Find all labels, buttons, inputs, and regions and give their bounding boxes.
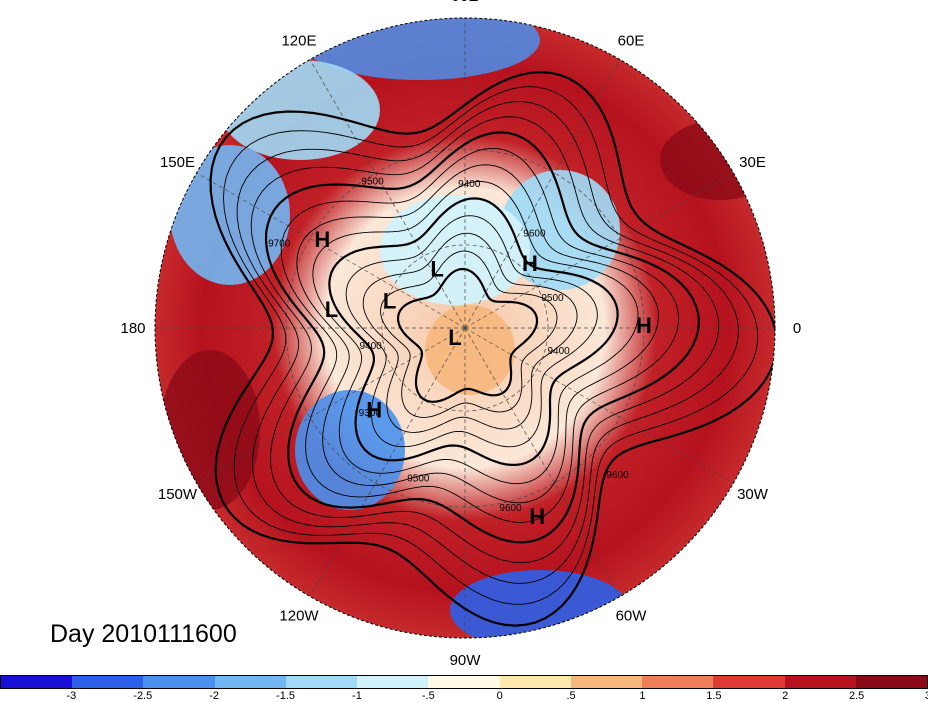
colorbar-box — [1, 676, 73, 688]
contour-value-label: 9400 — [359, 341, 382, 352]
colorbar-tick-label: -2 — [209, 690, 220, 702]
pressure-centers: H H H H H L L L L — [314, 227, 652, 529]
height-contours — [209, 71, 775, 627]
colorbar-tick-label: 1.5 — [706, 690, 722, 702]
contour-value-label: 9600 — [606, 470, 629, 481]
contour-value-label: 9500 — [407, 474, 430, 485]
contour-line — [328, 197, 619, 466]
colorbar-tick-label: -1.5 — [276, 690, 296, 702]
low-pressure-marker: L — [325, 297, 338, 322]
meridian-line — [309, 59, 466, 329]
longitude-label: 60E — [618, 32, 645, 49]
colorbar-box — [214, 676, 286, 688]
colorbar-box — [642, 676, 714, 688]
colorbar-box — [72, 676, 144, 688]
anomaly-patch-south — [450, 570, 630, 638]
high-pressure-marker: H — [522, 251, 538, 276]
high-pressure-marker: H — [314, 227, 330, 252]
colorbar-tick-label: -2.5 — [133, 690, 153, 702]
colorbar-tick-label: 2 — [782, 690, 789, 702]
longitude-label: 60W — [616, 608, 648, 625]
colorbar-box — [499, 676, 571, 688]
anomaly-patch-southwest — [295, 390, 405, 510]
contour-line — [396, 267, 539, 403]
contour-value-label: 9400 — [547, 346, 570, 357]
meridian-line — [464, 327, 734, 484]
colorbar-tick-label: -.5 — [421, 690, 435, 702]
anomaly-shading — [155, 18, 775, 638]
contour-line — [362, 232, 578, 433]
colorbar-tick-label: -1 — [352, 690, 362, 702]
longitude-labels: 90E 60E 30E 0 30W 60W 90W 120W 150W 180 150E 120E — [120, 0, 801, 669]
longitude-label: 30W — [737, 486, 769, 503]
meridian-line — [309, 327, 466, 597]
low-pressure-marker: L — [430, 256, 443, 281]
colorbar-box — [570, 676, 643, 688]
longitude-label: 30E — [739, 154, 766, 171]
high-pressure-marker: H — [529, 504, 545, 529]
day-label: Day 2010111600 — [50, 620, 237, 648]
parallel-line — [381, 244, 549, 412]
colorbar-tick-label: -3 — [66, 690, 77, 702]
anomaly-patch-northwest — [220, 60, 380, 160]
contour-value-label: 9500 — [361, 177, 384, 188]
contour-line — [345, 215, 598, 448]
high-pressure-marker: H — [636, 313, 652, 338]
contour-value-label: 9600 — [499, 503, 522, 514]
low-pressure-marker: L — [448, 325, 461, 350]
contour-line — [264, 131, 701, 544]
colorbar-box — [855, 676, 928, 688]
longitude-label: 90E — [452, 0, 479, 5]
contour-value-label: 9400 — [458, 179, 481, 190]
colorbar-tick-label: 2.5 — [848, 690, 865, 702]
meridian-line — [196, 172, 466, 329]
contour-line — [312, 180, 639, 485]
anomaly-patch-pole — [425, 305, 515, 395]
colorbar-box — [784, 676, 856, 688]
contour-line — [209, 71, 775, 627]
contour-line — [380, 250, 558, 418]
longitude-label: 150W — [158, 486, 198, 503]
longitude-label: 120E — [281, 32, 316, 49]
colorbar-box — [713, 676, 785, 688]
colorbar-box — [285, 676, 358, 688]
colorbar — [0, 675, 928, 689]
longitude-label: 120W — [279, 608, 319, 625]
colorbar-tick-label: 3 — [925, 690, 928, 702]
contour-value-label: 9500 — [541, 293, 564, 304]
contour-value-label: 9700 — [268, 239, 291, 250]
anomaly-patch-west — [170, 145, 290, 285]
contour-labels: 9500 9600 9400 9500 9700 9400 9300 9500 9600 9600… — [268, 177, 629, 514]
colorbar-tick-label: .5 — [566, 690, 576, 702]
meridian-line — [464, 59, 621, 329]
contour-line — [223, 86, 759, 605]
contour-line — [280, 147, 680, 523]
parallel-line — [285, 148, 645, 508]
map-boundary — [154, 17, 776, 639]
meridian-line — [196, 327, 466, 484]
anomaly-patch-arctic — [380, 195, 530, 305]
contour-line — [236, 101, 739, 584]
high-pressure-marker: H — [366, 398, 382, 423]
contour-value-label: 9300 — [359, 408, 382, 419]
colorbar-tick-label: 1 — [639, 690, 646, 702]
contour-value-label: 9600 — [523, 228, 546, 239]
longitude-label: 90W — [450, 652, 482, 669]
meridian-line — [464, 327, 621, 597]
colorbar-box — [428, 676, 500, 688]
contour-line — [250, 116, 720, 564]
low-pressure-marker: L — [383, 289, 396, 314]
longitude-label: 180 — [120, 320, 145, 337]
colorbar-box — [143, 676, 215, 688]
contour-line — [296, 164, 659, 504]
colorbar-box — [357, 676, 429, 688]
longitude-label: 150E — [160, 154, 195, 171]
colorbar-tick-label: 0 — [496, 690, 503, 702]
longitude-label: 0 — [793, 320, 801, 337]
